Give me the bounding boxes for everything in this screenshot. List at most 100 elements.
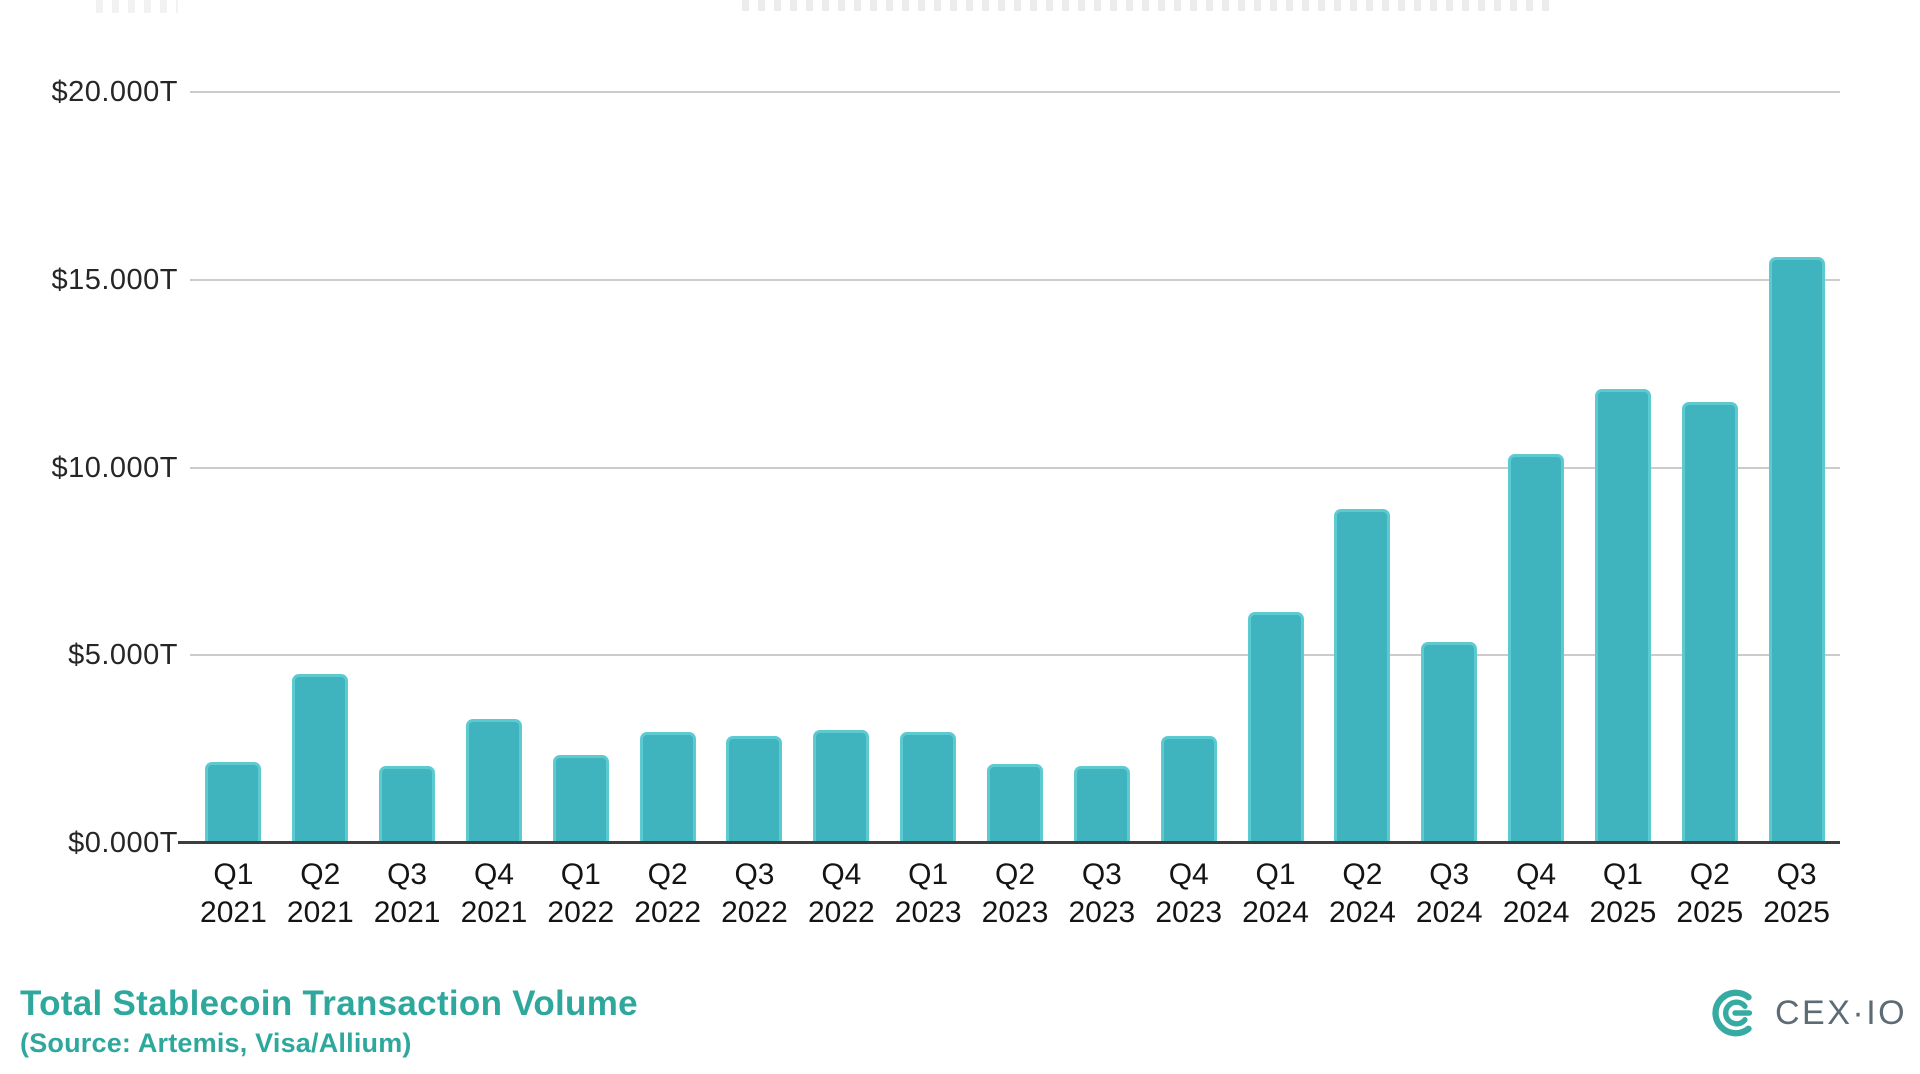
cexio-logo-text: CEX·IO (1775, 993, 1908, 1032)
bar-q2-2024 (1334, 508, 1391, 843)
bar-slot (885, 92, 972, 843)
gridline-10T (190, 466, 1840, 469)
quarter-label: Q4 (1516, 858, 1557, 891)
year-label: 2022 (721, 896, 788, 929)
x-axis-line (178, 841, 1840, 844)
cropped-text-artifact (742, 0, 1550, 11)
bar-slot (1753, 92, 1840, 843)
bar-q3-2022 (726, 735, 783, 843)
quarter-label: Q4 (821, 858, 862, 891)
plot-area (190, 91, 1840, 843)
x-tick-label-q2-2024: Q2 2024 (1319, 856, 1406, 932)
bar-slot (1058, 92, 1145, 843)
bar-q1-2025 (1594, 388, 1651, 843)
x-tick-label-q1-2025: Q1 2025 (1580, 856, 1667, 932)
chart-title: Total Stablecoin Transaction Volume (20, 984, 638, 1023)
quarter-label: Q1 (560, 858, 601, 891)
x-tick-label-q1-2022: Q1 2022 (537, 856, 624, 932)
bars-container (190, 92, 1840, 843)
cropped-text-artifact (96, 0, 178, 13)
bar-slot (1580, 92, 1667, 843)
quarter-label: Q2 (1689, 858, 1730, 891)
y-tick-label-15T: $15.000T (51, 263, 178, 296)
x-tick-label-q2-2023: Q2 2023 (972, 856, 1059, 932)
x-tick-label-q2-2021: Q2 2021 (277, 856, 364, 932)
year-label: 2023 (1068, 896, 1136, 929)
bar-q1-2023 (900, 732, 957, 843)
bar-slot (364, 92, 451, 843)
y-tick-label-5T: $5.000T (68, 639, 178, 672)
x-axis-labels: Q1 2021 Q2 2021 Q3 2021 Q4 2021 Q1 2022 Q2 2022 Q3 20… (190, 856, 1840, 932)
year-label: 2023 (1155, 896, 1223, 929)
bar-slot (1493, 92, 1580, 843)
x-tick-label-q1-2024: Q1 2024 (1232, 856, 1319, 932)
bar-slot (537, 92, 624, 843)
year-label: 2024 (1329, 896, 1396, 929)
bar-q2-2025 (1681, 401, 1738, 843)
quarter-label: Q2 (647, 858, 688, 891)
bar-slot (451, 92, 538, 843)
quarter-label: Q1 (213, 858, 254, 891)
quarter-label: Q3 (734, 858, 775, 891)
y-tick-label-0T: $0.000T (68, 827, 178, 859)
bar-slot (277, 92, 364, 843)
bar-q1-2022 (552, 754, 609, 843)
bar-q4-2021 (465, 719, 522, 843)
x-tick-label-q3-2022: Q3 2022 (711, 856, 798, 932)
quarter-label: Q4 (473, 858, 514, 891)
bar-q3-2021 (379, 766, 436, 843)
quarter-label: Q1 (1602, 858, 1643, 891)
x-tick-label-q3-2024: Q3 2024 (1406, 856, 1493, 932)
x-tick-label-q3-2023: Q3 2023 (1058, 856, 1145, 932)
year-label: 2024 (1242, 896, 1309, 929)
cexio-logo-mark (1712, 989, 1753, 1037)
bar-q4-2022 (813, 730, 870, 843)
bar-slot (624, 92, 711, 843)
year-label: 2022 (634, 896, 702, 929)
quarter-label: Q3 (387, 858, 428, 891)
year-label: 2021 (460, 896, 528, 929)
bar-q3-2023 (1073, 766, 1130, 843)
bar-q2-2021 (292, 674, 349, 843)
x-tick-label-q4-2022: Q4 2022 (798, 856, 885, 932)
year-label: 2024 (1415, 896, 1483, 929)
x-tick-label-q4-2021: Q4 2021 (451, 856, 538, 932)
bar-slot (1666, 92, 1753, 843)
gridline-20T (190, 91, 1840, 93)
bar-q4-2023 (1160, 735, 1217, 843)
bar-q4-2024 (1508, 454, 1565, 843)
x-tick-label-q2-2025: Q2 2025 (1666, 856, 1753, 932)
x-tick-label-q1-2023: Q1 2023 (885, 856, 972, 932)
year-label: 2021 (286, 896, 354, 929)
bar-q3-2024 (1421, 642, 1478, 843)
x-tick-label-q3-2021: Q3 2021 (364, 856, 451, 932)
bar-slot (1232, 92, 1319, 843)
bar-slot (798, 92, 885, 843)
year-label: 2023 (981, 896, 1049, 929)
quarter-label: Q4 (1168, 858, 1209, 891)
year-label: 2022 (807, 896, 875, 929)
bar-q2-2023 (987, 764, 1044, 843)
year-label: 2021 (200, 896, 267, 929)
gridline-15T (190, 278, 1840, 281)
quarter-label: Q2 (995, 858, 1036, 891)
y-tick-label-10T: $10.000T (51, 451, 178, 484)
year-label: 2025 (1676, 896, 1744, 929)
quarter-label: Q3 (1776, 858, 1817, 891)
year-label: 2021 (373, 896, 441, 929)
bar-slot (190, 92, 277, 843)
x-tick-label-q1-2021: Q1 2021 (190, 856, 277, 932)
year-label: 2025 (1763, 896, 1830, 929)
bar-q3-2025 (1768, 257, 1825, 843)
quarter-label: Q3 (1081, 858, 1122, 891)
cexio-logo: CEX·IO (1708, 986, 1907, 1040)
year-label: 2025 (1589, 896, 1657, 929)
gridline-5T (190, 654, 1840, 657)
bar-q1-2024 (1247, 612, 1304, 843)
quarter-label: Q1 (908, 858, 949, 891)
quarter-label: Q3 (1429, 858, 1470, 891)
x-tick-label-q4-2024: Q4 2024 (1493, 856, 1580, 932)
bar-q2-2022 (639, 732, 696, 843)
x-tick-label-q4-2023: Q4 2023 (1145, 856, 1232, 932)
